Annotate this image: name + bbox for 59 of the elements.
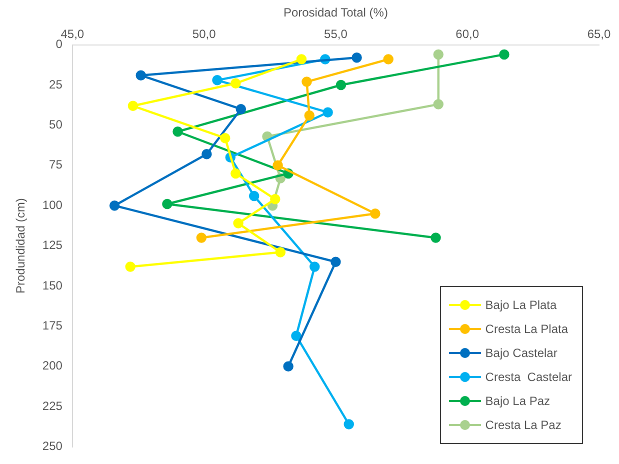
point bbox=[172, 126, 183, 137]
y-tick-label: 200 bbox=[42, 358, 63, 373]
y-tick-label: 150 bbox=[42, 278, 63, 292]
point bbox=[236, 104, 246, 114]
y-tick-label: 175 bbox=[42, 318, 63, 333]
point bbox=[233, 218, 244, 228]
point bbox=[230, 168, 241, 179]
legend-label: Bajo La Paz bbox=[485, 394, 550, 408]
y-tick-label: 250 bbox=[42, 439, 63, 454]
x-tick-label: 65,0 bbox=[587, 26, 611, 41]
y-tick-label: 25 bbox=[49, 77, 63, 92]
legend-label: Cresta La Plata bbox=[485, 322, 568, 336]
point bbox=[109, 200, 120, 211]
point bbox=[136, 70, 146, 80]
y-tick-label: 50 bbox=[49, 118, 63, 132]
y-tick-label: 75 bbox=[49, 158, 63, 172]
point bbox=[302, 76, 312, 87]
y-tick-label: 100 bbox=[42, 198, 63, 212]
x-tick-label: 55,0 bbox=[324, 26, 348, 41]
point bbox=[370, 208, 380, 219]
x-tick-label: 50,0 bbox=[192, 26, 216, 41]
point bbox=[304, 110, 315, 121]
point bbox=[275, 247, 286, 258]
x-tick-label: 45,0 bbox=[60, 26, 84, 41]
point bbox=[270, 194, 280, 204]
point bbox=[352, 52, 362, 63]
point bbox=[433, 49, 444, 60]
point bbox=[128, 100, 138, 112]
point bbox=[322, 107, 333, 118]
point bbox=[291, 330, 302, 341]
point bbox=[383, 54, 394, 64]
point bbox=[196, 232, 207, 243]
x-axis-title: Porosidad Total (%) bbox=[283, 6, 388, 20]
legend-label: Cresta La Paz bbox=[485, 418, 562, 432]
y-axis-title: Produndidad (cm) bbox=[14, 198, 28, 294]
y-tick-label: 125 bbox=[42, 238, 63, 252]
point bbox=[248, 190, 260, 202]
point bbox=[344, 419, 354, 430]
point bbox=[330, 256, 341, 268]
legend-label: Bajo La Plata bbox=[485, 298, 557, 312]
point bbox=[220, 132, 230, 144]
point bbox=[296, 54, 307, 64]
point bbox=[230, 78, 241, 89]
point bbox=[336, 80, 346, 90]
point bbox=[499, 49, 510, 60]
point bbox=[283, 361, 294, 372]
point bbox=[162, 198, 172, 210]
point bbox=[433, 99, 444, 110]
point bbox=[202, 149, 212, 160]
point bbox=[212, 75, 222, 86]
point bbox=[272, 160, 283, 171]
legend-label: Cresta Castelar bbox=[485, 370, 572, 384]
x-tick-label: 60,0 bbox=[456, 26, 480, 41]
point bbox=[310, 262, 320, 272]
y-tick-label: 0 bbox=[56, 37, 63, 52]
legend-label: Bajo Castelar bbox=[485, 346, 558, 360]
point bbox=[430, 232, 441, 243]
point bbox=[125, 262, 136, 272]
y-tick-label: 225 bbox=[42, 398, 63, 413]
